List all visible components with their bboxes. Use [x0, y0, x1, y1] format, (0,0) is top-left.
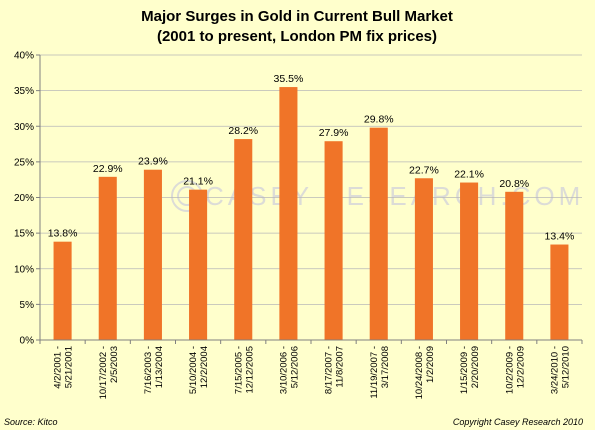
bar [98, 176, 117, 340]
x-category-label-line: 10/17/2002 - [98, 346, 109, 399]
y-tick-label: 30% [14, 122, 34, 133]
bars [53, 87, 569, 340]
bar [279, 87, 298, 340]
bar [550, 244, 569, 340]
x-axis [39, 55, 583, 344]
data-label: 22.7% [409, 164, 439, 176]
data-label: 23.9% [138, 156, 168, 168]
x-category-label: 10/17/2002 -2/5/2003 [98, 346, 120, 399]
copyright-note: Copyright Casey Research 2010 [453, 417, 583, 427]
x-axis-category-labels: 4/2/2001 -5/21/2001 10/17/2002 -2/5/2003 7… [53, 346, 572, 399]
data-label: 13.4% [545, 231, 575, 243]
data-label: 28.2% [228, 125, 258, 137]
x-category-label-line: 12/12/2005 [244, 346, 255, 394]
x-category-label: 3/10/2006 -5/12/2006 [278, 346, 300, 394]
bar [369, 127, 388, 340]
chart-subtitle: (2001 to present, London PM fix prices) [157, 28, 437, 45]
x-category-label-line: 5/12/2006 [289, 346, 300, 388]
x-category-label-line: 5/10/2004 - [188, 346, 199, 394]
x-category-label: 3/24/2010 -5/12/2010 [549, 346, 571, 394]
x-category-label-line: 2/20/2009 [470, 346, 481, 388]
data-label: 20.8% [499, 178, 529, 190]
data-label: 13.8% [48, 228, 78, 240]
x-category-label: 7/16/2003 -1/13/2004 [143, 346, 165, 394]
x-category-label-line: 8/17/2007 - [324, 346, 335, 394]
y-tick-label: 25% [14, 157, 34, 168]
x-category-label: 5/10/2004 -12/2/2004 [188, 346, 210, 394]
y-tick-label: 0% [20, 336, 35, 347]
bar [505, 191, 524, 340]
x-category-label: 10/2/2009 -12/2/2009 [504, 346, 526, 394]
data-label: 22.1% [454, 169, 484, 181]
data-label: 22.9% [93, 163, 123, 175]
x-category-label: 8/17/2007 -11/8/2007 [324, 346, 346, 394]
y-tick-label: 15% [14, 229, 34, 240]
y-axis-ticks: 0% 5% 10% 15% 20% 25% 30% 35% 40% [14, 51, 40, 347]
data-label: 35.5% [274, 73, 304, 85]
y-tick-label: 20% [14, 193, 34, 204]
chart-title: Major Surges in Gold in Current Bull Mar… [141, 8, 453, 25]
x-category-label-line: 7/16/2003 - [143, 346, 154, 394]
x-category-label-line: 11/8/2007 [335, 346, 346, 388]
gridlines [40, 54, 582, 341]
source-note: Source: Kitco [4, 417, 58, 427]
x-category-label-line: 2/5/2003 [109, 346, 120, 383]
y-tick-label: 10% [14, 264, 34, 275]
x-category-label-line: 7/15/2005 - [233, 346, 244, 394]
x-category-label-line: 1/2/2009 [425, 346, 436, 383]
x-category-label: 11/19/2007 -3/17/2008 [369, 346, 391, 399]
bar [143, 169, 162, 340]
x-category-label: 1/15/2009 -2/20/2009 [459, 346, 481, 394]
bar [53, 241, 72, 340]
data-label: 29.8% [364, 114, 394, 126]
y-tick-label: 35% [14, 86, 34, 97]
data-labels: 13.8% 22.9% 23.9% 21.1% 28.2% 35.5% 27.9% 29.8%… [48, 73, 575, 242]
y-tick-label: 40% [14, 51, 34, 62]
x-category-label-line: 3/24/2010 - [549, 346, 560, 394]
x-category-label-line: 11/19/2007 - [369, 346, 380, 399]
x-category-label-line: 5/21/2001 [64, 346, 75, 388]
data-label: 21.1% [183, 176, 213, 188]
x-category-label: 7/15/2005 -12/12/2005 [233, 346, 255, 394]
bar [234, 139, 253, 340]
x-category-label-line: 1/13/2004 [154, 346, 165, 388]
x-category-label-line: 10/2/2009 - [504, 346, 515, 394]
x-category-label-line: 12/2/2004 [199, 346, 210, 388]
x-category-label-line: 10/24/2008 - [414, 346, 425, 399]
x-category-label-line: 5/12/2010 [560, 346, 571, 388]
x-category-label-line: 3/17/2008 [380, 346, 391, 388]
x-category-label-line: 3/10/2006 - [278, 346, 289, 394]
x-category-label: 10/24/2008 -1/2/2009 [414, 346, 436, 399]
y-tick-label: 5% [20, 300, 35, 311]
x-category-label: 4/2/2001 -5/21/2001 [53, 346, 75, 389]
bar [460, 182, 479, 340]
bar [324, 141, 343, 340]
bar [189, 189, 208, 340]
x-category-label-line: 1/15/2009 - [459, 346, 470, 394]
data-label: 27.9% [319, 127, 349, 139]
bar [414, 178, 433, 340]
x-category-label-line: 12/2/2009 [515, 346, 526, 388]
x-category-label-line: 4/2/2001 - [53, 346, 64, 389]
